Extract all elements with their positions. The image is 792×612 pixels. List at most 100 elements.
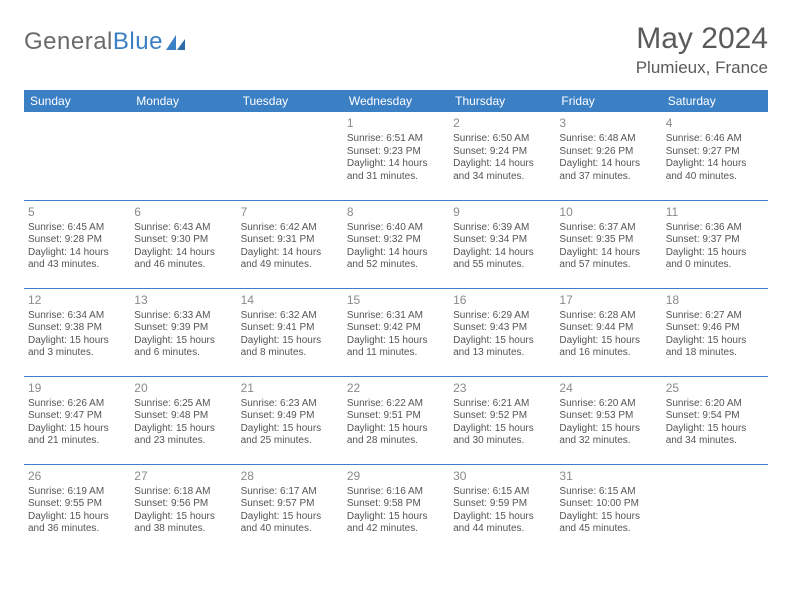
calendar-cell: 7Sunrise: 6:42 AMSunset: 9:31 PMDaylight…	[237, 200, 343, 288]
sunrise-line: Sunrise: 6:39 AM	[453, 222, 551, 235]
calendar-cell: 14Sunrise: 6:32 AMSunset: 9:41 PMDayligh…	[237, 288, 343, 376]
calendar-cell: 2Sunrise: 6:50 AMSunset: 9:24 PMDaylight…	[449, 112, 555, 200]
sunset-line: Sunset: 9:39 PM	[134, 322, 232, 335]
logo-text-blue: Blue	[113, 28, 163, 56]
daylight-line: Daylight: 14 hours and 55 minutes.	[453, 247, 551, 272]
sunset-line: Sunset: 9:31 PM	[241, 234, 339, 247]
sunrise-line: Sunrise: 6:50 AM	[453, 133, 551, 146]
calendar-cell	[662, 464, 768, 552]
daylight-line: Daylight: 15 hours and 34 minutes.	[666, 423, 764, 448]
sunrise-line: Sunrise: 6:34 AM	[28, 310, 126, 323]
sunrise-line: Sunrise: 6:28 AM	[559, 310, 657, 323]
sunrise-line: Sunrise: 6:31 AM	[347, 310, 445, 323]
calendar-cell: 3Sunrise: 6:48 AMSunset: 9:26 PMDaylight…	[555, 112, 661, 200]
sunrise-line: Sunrise: 6:15 AM	[453, 486, 551, 499]
calendar-cell: 27Sunrise: 6:18 AMSunset: 9:56 PMDayligh…	[130, 464, 236, 552]
sunset-line: Sunset: 9:58 PM	[347, 498, 445, 511]
calendar-week: 12Sunrise: 6:34 AMSunset: 9:38 PMDayligh…	[24, 288, 768, 376]
day-number: 10	[559, 205, 657, 220]
sunset-line: Sunset: 9:42 PM	[347, 322, 445, 335]
sunset-line: Sunset: 9:48 PM	[134, 410, 232, 423]
day-number: 15	[347, 293, 445, 308]
calendar-cell: 18Sunrise: 6:27 AMSunset: 9:46 PMDayligh…	[662, 288, 768, 376]
sunset-line: Sunset: 9:23 PM	[347, 146, 445, 159]
daylight-line: Daylight: 14 hours and 37 minutes.	[559, 158, 657, 183]
sunrise-line: Sunrise: 6:23 AM	[241, 398, 339, 411]
daylight-line: Daylight: 15 hours and 0 minutes.	[666, 247, 764, 272]
sunrise-line: Sunrise: 6:43 AM	[134, 222, 232, 235]
day-number: 16	[453, 293, 551, 308]
day-header: Monday	[130, 90, 236, 112]
day-number: 17	[559, 293, 657, 308]
calendar-body: 1Sunrise: 6:51 AMSunset: 9:23 PMDaylight…	[24, 112, 768, 552]
sunrise-line: Sunrise: 6:46 AM	[666, 133, 764, 146]
day-number: 9	[453, 205, 551, 220]
sunset-line: Sunset: 9:51 PM	[347, 410, 445, 423]
calendar-cell	[130, 112, 236, 200]
calendar-cell	[24, 112, 130, 200]
sunset-line: Sunset: 9:59 PM	[453, 498, 551, 511]
day-number: 7	[241, 205, 339, 220]
sunset-line: Sunset: 9:35 PM	[559, 234, 657, 247]
sunrise-line: Sunrise: 6:32 AM	[241, 310, 339, 323]
daylight-line: Daylight: 15 hours and 38 minutes.	[134, 511, 232, 536]
sunrise-line: Sunrise: 6:15 AM	[559, 486, 657, 499]
month-title: May 2024	[636, 22, 768, 56]
day-number: 23	[453, 381, 551, 396]
sunrise-line: Sunrise: 6:29 AM	[453, 310, 551, 323]
daylight-line: Daylight: 15 hours and 8 minutes.	[241, 335, 339, 360]
calendar-cell: 1Sunrise: 6:51 AMSunset: 9:23 PMDaylight…	[343, 112, 449, 200]
sunset-line: Sunset: 9:24 PM	[453, 146, 551, 159]
day-number: 30	[453, 469, 551, 484]
daylight-line: Daylight: 14 hours and 43 minutes.	[28, 247, 126, 272]
day-number: 5	[28, 205, 126, 220]
day-number: 2	[453, 116, 551, 131]
location: Plumieux, France	[636, 58, 768, 78]
daylight-line: Daylight: 15 hours and 44 minutes.	[453, 511, 551, 536]
calendar-cell: 26Sunrise: 6:19 AMSunset: 9:55 PMDayligh…	[24, 464, 130, 552]
daylight-line: Daylight: 15 hours and 23 minutes.	[134, 423, 232, 448]
day-header: Wednesday	[343, 90, 449, 112]
daylight-line: Daylight: 15 hours and 18 minutes.	[666, 335, 764, 360]
sunrise-line: Sunrise: 6:36 AM	[666, 222, 764, 235]
sunrise-line: Sunrise: 6:21 AM	[453, 398, 551, 411]
calendar-cell: 25Sunrise: 6:20 AMSunset: 9:54 PMDayligh…	[662, 376, 768, 464]
day-number: 8	[347, 205, 445, 220]
day-number: 3	[559, 116, 657, 131]
day-number: 19	[28, 381, 126, 396]
day-number: 27	[134, 469, 232, 484]
daylight-line: Daylight: 14 hours and 46 minutes.	[134, 247, 232, 272]
sunset-line: Sunset: 9:27 PM	[666, 146, 764, 159]
calendar-cell: 13Sunrise: 6:33 AMSunset: 9:39 PMDayligh…	[130, 288, 236, 376]
sunrise-line: Sunrise: 6:22 AM	[347, 398, 445, 411]
day-number: 12	[28, 293, 126, 308]
calendar-cell: 5Sunrise: 6:45 AMSunset: 9:28 PMDaylight…	[24, 200, 130, 288]
daylight-line: Daylight: 15 hours and 42 minutes.	[347, 511, 445, 536]
sunset-line: Sunset: 9:32 PM	[347, 234, 445, 247]
sunset-line: Sunset: 9:47 PM	[28, 410, 126, 423]
sunrise-line: Sunrise: 6:40 AM	[347, 222, 445, 235]
calendar-header-row: SundayMondayTuesdayWednesdayThursdayFrid…	[24, 90, 768, 112]
calendar-cell: 15Sunrise: 6:31 AMSunset: 9:42 PMDayligh…	[343, 288, 449, 376]
calendar-cell: 10Sunrise: 6:37 AMSunset: 9:35 PMDayligh…	[555, 200, 661, 288]
sunrise-line: Sunrise: 6:27 AM	[666, 310, 764, 323]
day-number: 26	[28, 469, 126, 484]
day-header: Tuesday	[237, 90, 343, 112]
sunrise-line: Sunrise: 6:33 AM	[134, 310, 232, 323]
calendar-cell: 24Sunrise: 6:20 AMSunset: 9:53 PMDayligh…	[555, 376, 661, 464]
daylight-line: Daylight: 14 hours and 31 minutes.	[347, 158, 445, 183]
daylight-line: Daylight: 15 hours and 16 minutes.	[559, 335, 657, 360]
sunset-line: Sunset: 9:44 PM	[559, 322, 657, 335]
daylight-line: Daylight: 15 hours and 13 minutes.	[453, 335, 551, 360]
day-header: Thursday	[449, 90, 555, 112]
day-number: 4	[666, 116, 764, 131]
sunrise-line: Sunrise: 6:20 AM	[666, 398, 764, 411]
sunset-line: Sunset: 9:37 PM	[666, 234, 764, 247]
calendar-cell: 22Sunrise: 6:22 AMSunset: 9:51 PMDayligh…	[343, 376, 449, 464]
title-block: May 2024 Plumieux, France	[636, 22, 768, 78]
daylight-line: Daylight: 15 hours and 3 minutes.	[28, 335, 126, 360]
calendar-week: 1Sunrise: 6:51 AMSunset: 9:23 PMDaylight…	[24, 112, 768, 200]
sunset-line: Sunset: 9:46 PM	[666, 322, 764, 335]
logo-text-general: General	[24, 28, 113, 56]
daylight-line: Daylight: 15 hours and 32 minutes.	[559, 423, 657, 448]
